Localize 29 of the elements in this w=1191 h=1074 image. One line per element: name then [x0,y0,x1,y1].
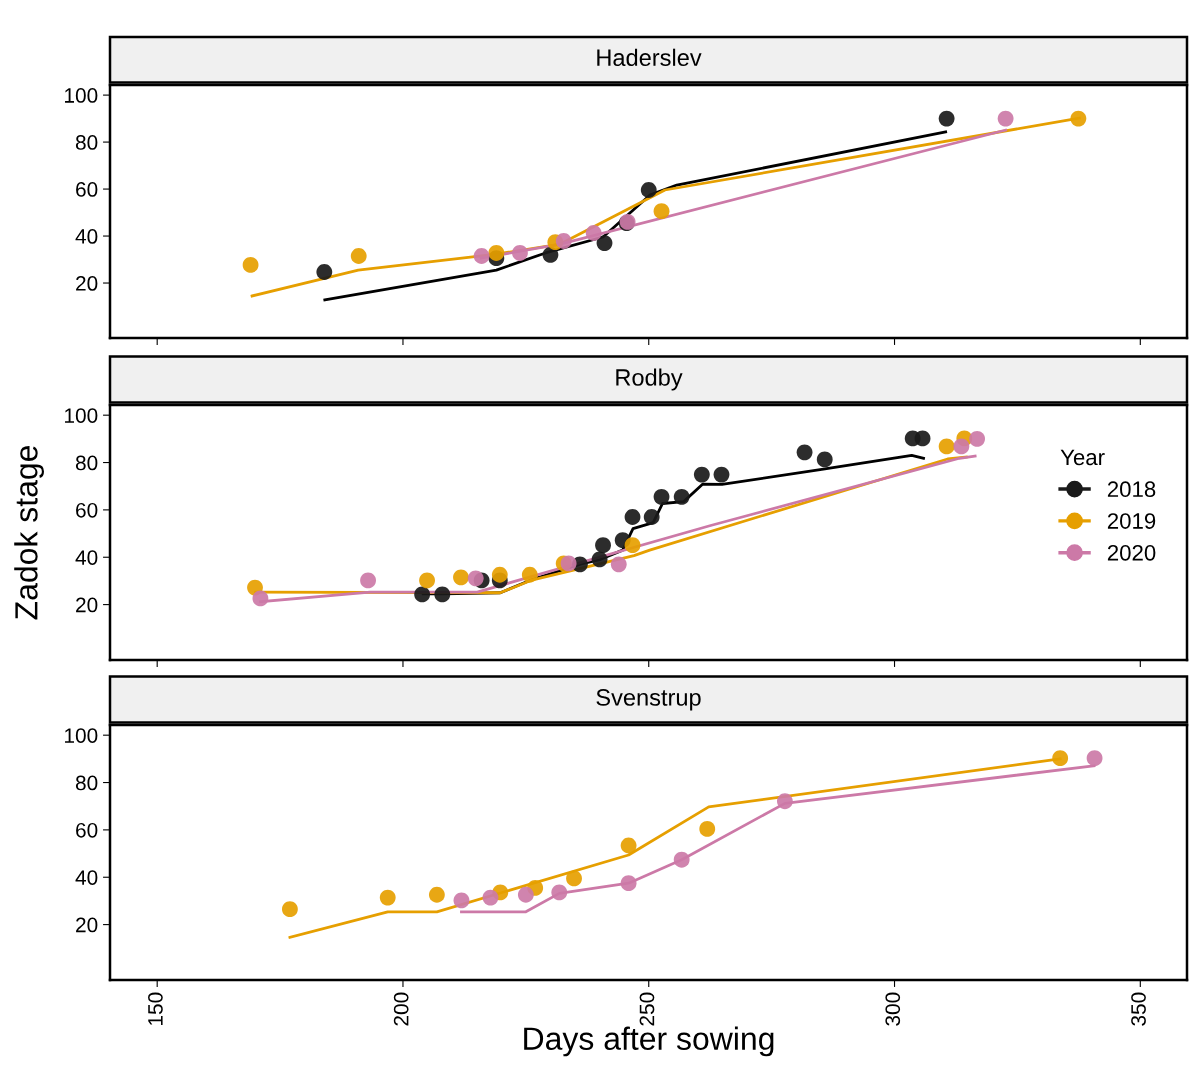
chart-title: Rodby [616,368,683,391]
legend-label: 2019 [1107,513,1156,529]
x-tick-label: 350 [1131,992,1146,1026]
y-tick-label: 20 [76,276,98,291]
y-tick-label: 80 [75,775,98,791]
y-tick-label: 40 [75,870,98,885]
y-tick-label: 20 [76,917,98,933]
legend-label: 2018 [1107,481,1156,498]
x-tick-label: 250 [639,992,655,1026]
legend-title: Year [1060,449,1105,466]
x-tick-label: 150 [148,992,163,1025]
legend-label: 2020 [1107,544,1156,561]
y-tick-label: 60 [76,822,98,838]
y-tick-label: 40 [75,229,98,244]
y-tick-label: 100 [65,408,98,423]
chart-title: Svenstrup [596,689,701,711]
y-tick-label: 60 [76,182,98,197]
y-tick-label: 100 [65,88,98,103]
x-axis-title: Days after sowing [524,1026,774,1057]
x-tick-label: 300 [885,992,901,1026]
y-tick-label: 20 [76,597,98,613]
y-tick-label: 100 [65,728,98,743]
y-tick-label: 80 [75,455,98,471]
y-tick-label: 40 [75,550,98,565]
y-tick-label: 60 [76,502,98,518]
y-axis-title: Zadok stage [14,446,44,620]
x-tick-label: 200 [393,992,409,1026]
chart-title: Haderslev [597,48,702,67]
y-tick-label: 80 [75,135,98,150]
